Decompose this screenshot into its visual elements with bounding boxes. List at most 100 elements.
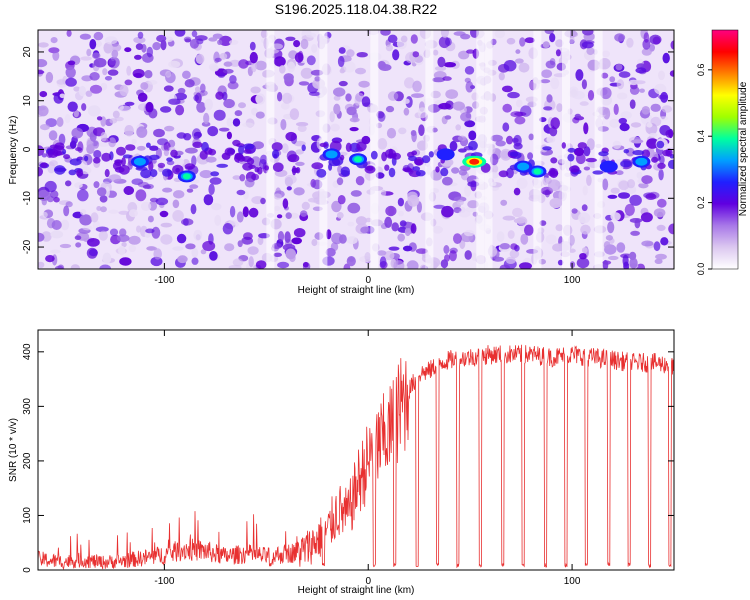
snr-axes: -100 0 100 0 100 200 300 400 xyxy=(22,329,675,587)
heatmap-band-cell xyxy=(224,147,235,156)
heatmap-cell xyxy=(97,142,110,147)
heatmap-cell xyxy=(346,106,357,116)
heatmap-cell xyxy=(276,214,283,219)
heatmap-cell xyxy=(347,202,361,214)
heatmap-cell xyxy=(49,160,58,167)
heatmap-cell xyxy=(662,52,670,64)
heatmap-cell xyxy=(503,59,517,72)
heatmap-cell xyxy=(420,264,427,269)
heatmap-cell xyxy=(160,39,167,51)
heatmap-cell xyxy=(641,240,654,247)
heatmap-cell xyxy=(293,228,306,238)
heatmap-x-tick-label: 0 xyxy=(365,275,371,286)
heatmap-cell xyxy=(364,252,371,262)
heatmap-cell xyxy=(618,192,630,199)
heatmap-cell xyxy=(185,243,196,250)
heatmap-cell xyxy=(471,252,477,261)
heatmap-cell xyxy=(465,81,474,93)
heatmap-band-cell xyxy=(264,165,269,171)
heatmap-cell xyxy=(128,209,138,218)
heatmap-cell xyxy=(603,241,611,250)
heatmap-cell xyxy=(104,186,110,198)
heatmap-cell xyxy=(506,37,516,45)
heatmap-cell xyxy=(582,185,588,196)
heatmap-cell xyxy=(346,236,358,245)
heatmap-band-cell xyxy=(242,162,253,171)
heatmap-cell xyxy=(89,84,103,94)
heatmap-cell xyxy=(449,250,457,262)
heatmap-cell xyxy=(630,122,642,128)
heatmap-cell xyxy=(137,92,148,103)
heatmap-cell xyxy=(498,72,505,81)
heatmap-cell xyxy=(93,150,102,159)
heatmap-cell xyxy=(252,141,264,150)
heatmap-cell xyxy=(273,205,281,211)
heatmap-cell xyxy=(87,238,100,247)
heatmap-cell xyxy=(102,252,112,264)
heatmap-cell xyxy=(223,98,235,109)
heatmap-cell xyxy=(250,86,261,94)
heatmap-band-cell xyxy=(468,140,478,151)
heatmap-cell xyxy=(376,250,387,256)
heatmap-cell xyxy=(65,66,76,79)
snr-line-layer xyxy=(38,344,674,570)
heatmap-cell xyxy=(329,111,335,123)
heatmap-cell xyxy=(126,65,132,76)
heatmap-cell xyxy=(639,88,645,93)
heatmap-cell xyxy=(655,253,667,260)
heatmap-cell xyxy=(349,117,360,123)
heatmap-cell xyxy=(583,166,591,171)
heatmap-cell xyxy=(273,56,286,67)
heatmap-cell xyxy=(67,101,78,112)
heatmap-cell xyxy=(502,122,510,132)
heatmap-cell xyxy=(189,184,199,189)
heatmap-x-axis-label: Height of straight line (km) xyxy=(298,285,415,296)
heatmap-cell xyxy=(128,244,137,253)
heatmap-cell xyxy=(65,180,72,187)
heatmap-cell xyxy=(616,92,628,100)
heatmap-cell xyxy=(388,246,400,251)
heatmap-band-cell xyxy=(148,161,154,171)
heatmap-band-cell xyxy=(408,155,417,162)
heatmap-cell xyxy=(213,109,226,121)
heatmap-cell xyxy=(219,52,228,60)
heatmap-cell xyxy=(333,95,341,101)
heatmap-cell xyxy=(331,200,342,213)
heatmap-cell xyxy=(501,85,513,93)
heatmap-cell xyxy=(467,181,480,188)
heatmap-cell xyxy=(74,182,83,189)
heatmap-cell xyxy=(300,67,313,79)
heatmap-cell xyxy=(111,49,119,58)
heatmap-cell xyxy=(297,124,307,132)
heatmap-band-cell xyxy=(201,141,209,152)
heatmap-cell xyxy=(410,223,417,234)
heatmap-cell xyxy=(189,38,199,49)
heatmap-cell xyxy=(349,127,359,132)
heatmap-cell xyxy=(660,237,669,246)
heatmap-peak-outer xyxy=(599,160,618,173)
heatmap-cell xyxy=(140,82,149,90)
heatmap-cell xyxy=(576,257,590,269)
heatmap-cell xyxy=(185,147,198,154)
heatmap-cell xyxy=(358,80,370,88)
heatmap-band-cell xyxy=(415,170,426,177)
heatmap-cell xyxy=(232,118,241,127)
heatmap-cell xyxy=(294,52,304,63)
heatmap-cell xyxy=(433,204,446,209)
heatmap-band-cell xyxy=(54,165,66,175)
heatmap-cell xyxy=(377,138,388,150)
heatmap-cell xyxy=(512,137,519,143)
heatmap-cell xyxy=(248,256,254,268)
heatmap-cell xyxy=(308,91,321,97)
heatmap-cell xyxy=(190,204,197,215)
heatmap-cell xyxy=(108,209,119,214)
heatmap-cell xyxy=(343,61,356,73)
heatmap-cell xyxy=(149,145,159,151)
heatmap-cell xyxy=(57,264,65,269)
heatmap-cell xyxy=(140,201,152,211)
heatmap-cell xyxy=(513,187,521,196)
heatmap-cell xyxy=(133,36,146,44)
heatmap-cell xyxy=(510,111,523,118)
heatmap-cell xyxy=(404,227,411,237)
heatmap-cell xyxy=(438,102,452,110)
